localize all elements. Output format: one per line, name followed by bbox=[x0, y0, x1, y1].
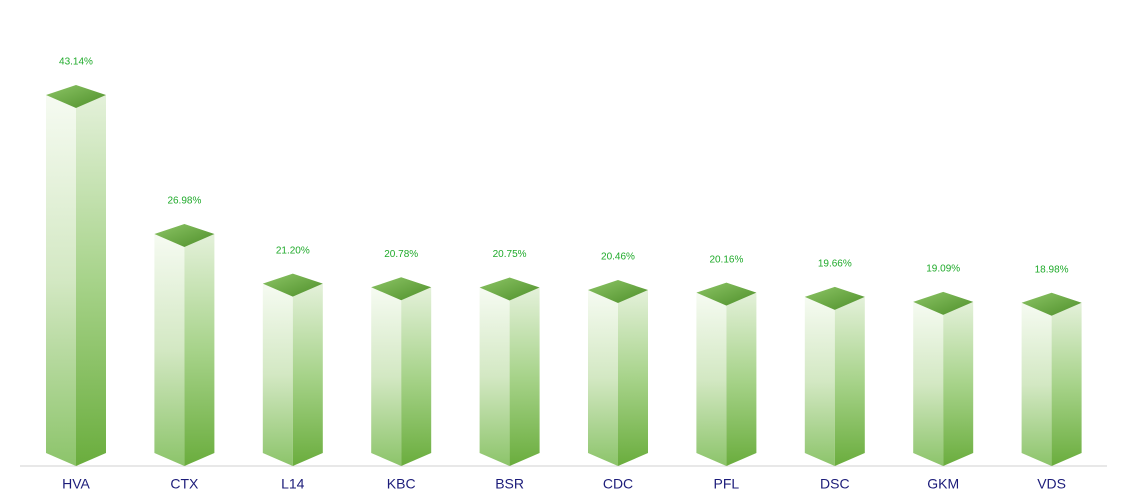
bar-left-face bbox=[913, 301, 944, 466]
value-label: 18.98% bbox=[1035, 264, 1069, 275]
bar-left-face bbox=[588, 290, 618, 466]
x-tick-label: BSR bbox=[495, 476, 524, 492]
bar-right-face bbox=[618, 290, 648, 466]
bar-right-face bbox=[292, 283, 323, 466]
bar bbox=[804, 286, 865, 466]
bar-top bbox=[479, 277, 540, 301]
x-tick-label: CDC bbox=[603, 476, 633, 492]
value-label: 20.75% bbox=[493, 249, 527, 260]
bar-top bbox=[588, 280, 648, 304]
x-tick-label: PFL bbox=[714, 476, 740, 492]
bar-left-face bbox=[46, 95, 76, 466]
bar-top bbox=[371, 277, 432, 301]
x-tick-label: HVA bbox=[62, 476, 90, 492]
bar-right-face bbox=[401, 287, 432, 466]
value-label: 26.98% bbox=[167, 196, 201, 207]
bar-top bbox=[913, 291, 974, 315]
bar bbox=[46, 85, 106, 466]
bar-right-face bbox=[509, 287, 540, 466]
bar-right-face bbox=[726, 292, 757, 466]
bar bbox=[371, 277, 432, 466]
x-tick-label: L14 bbox=[281, 476, 305, 492]
value-label: 19.09% bbox=[926, 263, 960, 274]
bar bbox=[154, 223, 215, 466]
bar bbox=[913, 291, 974, 466]
value-label: 20.78% bbox=[384, 249, 418, 260]
value-label: 21.20% bbox=[276, 245, 310, 256]
x-tick-label: CTX bbox=[170, 476, 199, 492]
bar-top bbox=[696, 282, 757, 306]
bar bbox=[262, 273, 323, 466]
bar-top bbox=[804, 286, 865, 310]
bar-left-face bbox=[1021, 302, 1052, 466]
x-tick-label: DSC bbox=[820, 476, 850, 492]
value-label: 20.46% bbox=[601, 252, 635, 263]
bar-top bbox=[1021, 292, 1082, 316]
value-label: 43.14% bbox=[59, 57, 93, 68]
x-tick-label: KBC bbox=[387, 476, 416, 492]
bar bbox=[696, 282, 757, 466]
x-tick-label: VDS bbox=[1037, 476, 1066, 492]
bar-right-face bbox=[76, 95, 106, 466]
value-label: 20.16% bbox=[709, 254, 743, 265]
bar-right-face bbox=[1051, 302, 1082, 466]
bar bbox=[588, 280, 648, 466]
bar bbox=[1021, 292, 1082, 466]
bar-left-face bbox=[262, 283, 293, 466]
x-tick-label: GKM bbox=[927, 476, 959, 492]
bar-top bbox=[262, 273, 323, 297]
bar-right-face bbox=[184, 233, 215, 466]
bar-left-face bbox=[479, 287, 510, 466]
bar-top bbox=[46, 85, 106, 108]
bar-left-face bbox=[371, 287, 402, 466]
value-label: 19.66% bbox=[818, 259, 852, 270]
bar-right-face bbox=[834, 296, 865, 466]
bar-left-face bbox=[804, 296, 835, 466]
bar-left-face bbox=[696, 292, 727, 466]
bar-top bbox=[154, 223, 215, 247]
bar-left-face bbox=[154, 233, 185, 466]
bar bbox=[479, 277, 540, 466]
bar-right-face bbox=[943, 301, 974, 466]
